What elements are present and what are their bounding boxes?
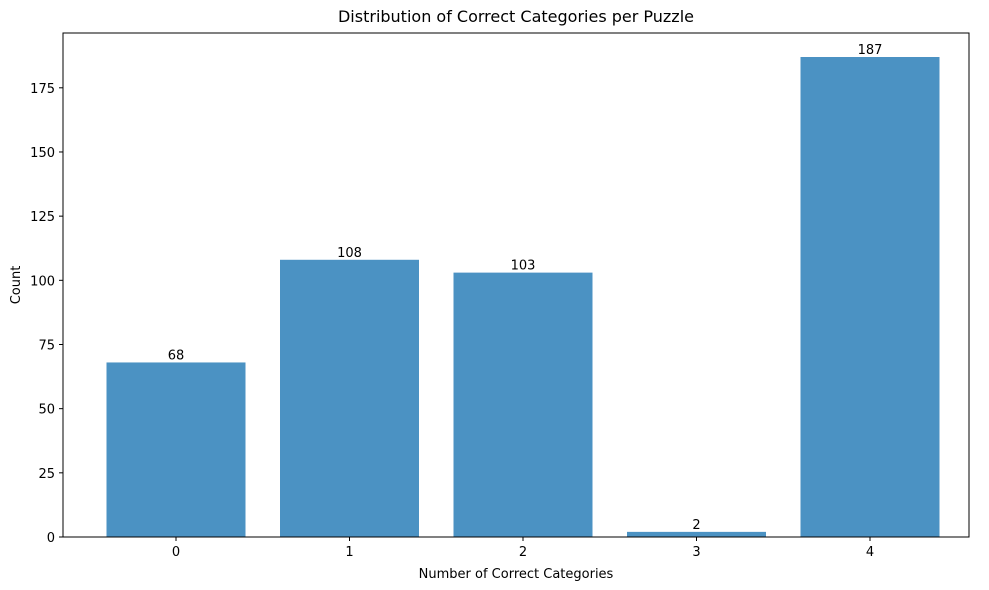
data-label-3: 2 <box>692 518 700 533</box>
y-tick-label-50: 50 <box>38 403 55 418</box>
bar-2 <box>453 272 593 537</box>
data-label-2: 103 <box>511 259 536 274</box>
bars-group <box>106 57 940 537</box>
data-label-1: 108 <box>337 246 362 261</box>
chart-title: Distribution of Correct Categories per P… <box>338 7 694 26</box>
ticks-group: 0 1 2 3 4 0 25 50 75 100 125 150 175 <box>30 82 874 560</box>
y-tick-label-75: 75 <box>38 338 55 353</box>
x-axis-label: Number of Correct Categories <box>419 567 614 582</box>
bar-4 <box>800 57 940 537</box>
x-tick-label-2: 2 <box>519 545 527 560</box>
y-tick-label-175: 175 <box>30 82 55 97</box>
y-tick-label-125: 125 <box>30 210 55 225</box>
y-tick-label-25: 25 <box>38 467 55 482</box>
bar-0 <box>106 362 246 537</box>
bar-3 <box>627 531 766 537</box>
x-tick-label-4: 4 <box>866 545 874 560</box>
bar-1 <box>280 259 419 537</box>
x-tick-label-3: 3 <box>692 545 700 560</box>
y-axis-label: Count <box>9 266 24 305</box>
x-tick-label-0: 0 <box>172 545 180 560</box>
y-tick-label-150: 150 <box>30 146 55 161</box>
x-tick-label-1: 1 <box>345 545 353 560</box>
data-labels-group: 68 108 103 2 187 <box>168 43 883 533</box>
y-tick-label-0: 0 <box>47 531 55 546</box>
y-tick-label-100: 100 <box>30 274 55 289</box>
data-label-0: 68 <box>168 348 185 363</box>
data-label-4: 187 <box>858 43 883 58</box>
plot-frame <box>62 32 970 538</box>
